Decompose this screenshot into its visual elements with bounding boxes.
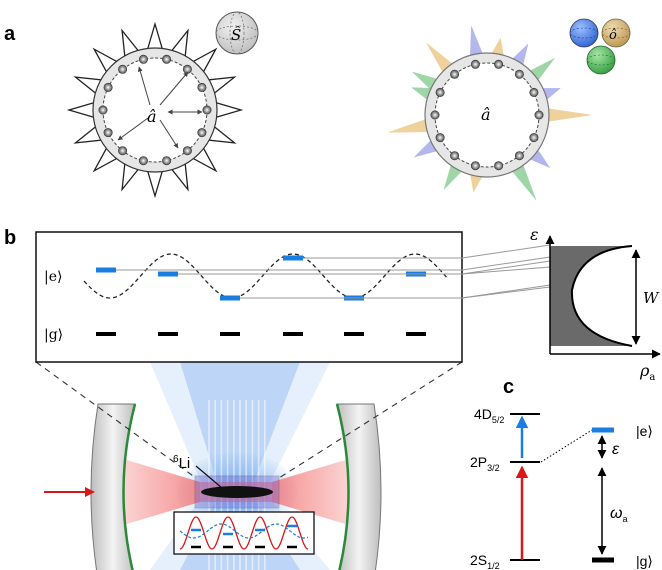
- lattice-site: [529, 133, 539, 143]
- mini-lattice-wave: [179, 523, 309, 539]
- omega-label: ωa: [610, 505, 627, 524]
- ground-state-label: |g⟩: [44, 327, 63, 343]
- left-coupling-arrows: [117, 66, 203, 149]
- cloud-ellipse: [201, 486, 273, 498]
- right-colored-cavity: â: [388, 26, 592, 201]
- bath-sphere-blue: [569, 18, 599, 48]
- inset-frame: [35, 231, 463, 363]
- energy-connectors: [116, 244, 551, 299]
- level-4d-label: 4D5/2: [474, 406, 504, 425]
- density-axis-label: ρa: [639, 361, 655, 383]
- lattice-site: [138, 156, 148, 166]
- level-2s-label: 2S1/2: [470, 552, 500, 570]
- lattice-site: [138, 54, 148, 64]
- right-sites: [430, 59, 544, 171]
- lattice-site: [202, 105, 212, 115]
- lattice-site: [514, 151, 524, 161]
- lattice-site: [162, 156, 172, 166]
- lattice-site: [118, 64, 128, 74]
- width-label: W: [643, 289, 660, 307]
- bath-operator: ô: [609, 28, 617, 43]
- state-g-label: |g⟩: [636, 553, 653, 569]
- lattice-site: [435, 133, 445, 143]
- level-2p-label: 2P3/2: [470, 454, 500, 473]
- panel-c: c 4D5/2 2P3/2 2S1/2 ε ωa |e⟩ |g⟩: [470, 376, 653, 570]
- lattice-site: [470, 161, 480, 171]
- bath-spheres: ô: [569, 18, 631, 75]
- right-cavity-operator: â: [481, 105, 491, 124]
- cavity-mirrors: [90, 403, 382, 570]
- colored-spike: [388, 118, 430, 133]
- epsilon-label: ε: [612, 441, 620, 458]
- lattice-site: [162, 54, 172, 64]
- mini-inset: [173, 511, 315, 555]
- lattice-site: [529, 87, 539, 97]
- dressing-dotted-line: [540, 429, 593, 463]
- dos-fill: [550, 246, 632, 346]
- lattice-site: [494, 59, 504, 69]
- dos-curve: [570, 245, 633, 347]
- panel-a: a â Ŝ: [4, 11, 631, 201]
- lattice-site: [494, 161, 504, 171]
- lattice-site: [470, 59, 480, 69]
- lattice-site: [534, 110, 544, 120]
- atom-cloud: 6Li: [173, 454, 280, 509]
- bath-sphere-green: [586, 45, 616, 75]
- panel-b-label: b: [4, 227, 16, 249]
- lattice-site: [430, 110, 440, 120]
- spin-sphere: Ŝ: [215, 11, 259, 55]
- lattice-site: [435, 87, 445, 97]
- connector-line: [461, 256, 551, 271]
- lattice-site: [103, 128, 113, 138]
- colored-spike: [546, 108, 592, 122]
- lattice-site: [514, 69, 524, 79]
- state-e-label: |e⟩: [636, 423, 653, 439]
- right-mirror-coating: [335, 403, 350, 570]
- left-cavity-operator: â: [147, 107, 157, 126]
- mini-site-marks: [191, 524, 297, 549]
- atom-pointer-line: [195, 465, 223, 489]
- lattice-site: [197, 82, 207, 92]
- connector-line: [461, 266, 551, 275]
- connector-line: [461, 286, 551, 299]
- mini-cavity-mode: [179, 516, 309, 550]
- lattice-site: [197, 128, 207, 138]
- lattice-site: [450, 69, 460, 79]
- lattice-site: [98, 105, 108, 115]
- spin-operator: Ŝ: [231, 26, 241, 44]
- connector-line: [461, 244, 551, 259]
- lattice-site: [118, 146, 128, 156]
- atom-label: 6Li: [173, 454, 190, 472]
- panel-a-label: a: [4, 23, 16, 45]
- left-spiky-cavity: â: [66, 21, 244, 199]
- lattice-site: [450, 151, 460, 161]
- lattice-inset: |e⟩ |g⟩: [35, 231, 463, 363]
- panel-c-label: c: [503, 376, 514, 398]
- left-sites: [98, 54, 212, 166]
- excited-state-label: |e⟩: [44, 269, 62, 285]
- zoom-lines: [35, 361, 463, 479]
- left-mirror-coating: [122, 403, 137, 570]
- connector-line: [461, 260, 551, 275]
- panel-b: b 6Li: [4, 225, 661, 570]
- lattice-site: [182, 146, 192, 156]
- energy-axis-label: ε: [530, 225, 539, 244]
- density-of-states-plot: ε ρa W: [530, 225, 661, 383]
- lattice-site: [103, 82, 113, 92]
